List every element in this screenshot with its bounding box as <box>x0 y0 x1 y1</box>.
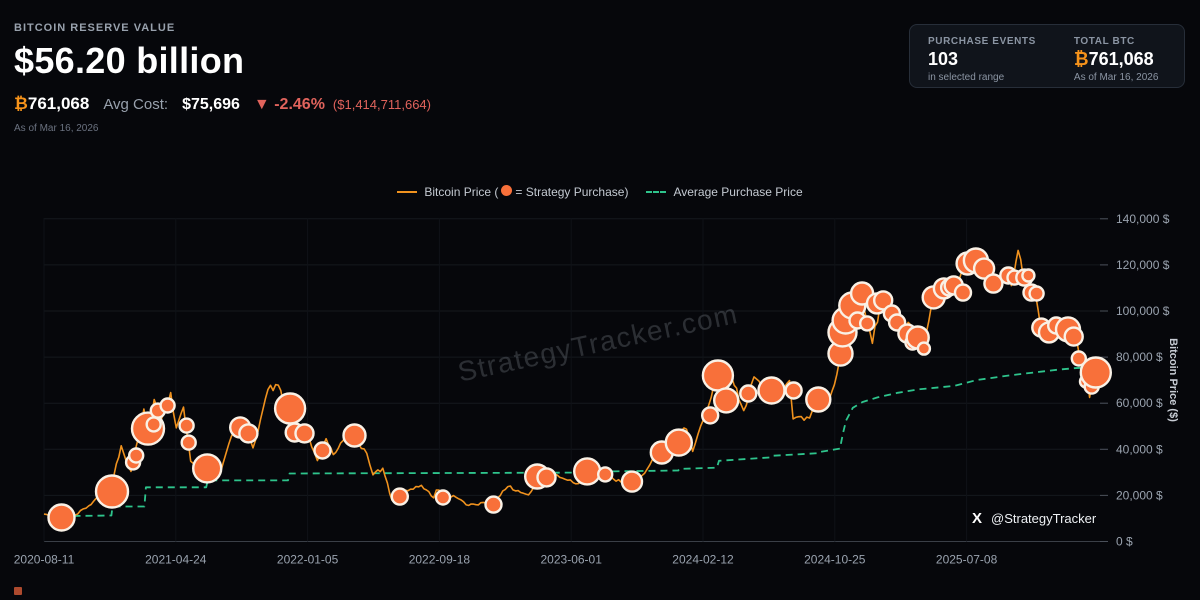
purchase-bubble[interactable] <box>1063 326 1084 347</box>
purchase-bubble[interactable] <box>238 423 259 444</box>
down-arrow-icon: ▼ <box>253 96 270 113</box>
purchase-bubble[interactable] <box>1021 268 1036 283</box>
avg-cost-label: Avg Cost: <box>103 96 169 113</box>
y-tick-label: 0 $ <box>1116 535 1133 549</box>
total-btc-stat: TOTAL BTC ₿761,068 As of Mar 16, 2026 <box>1073 36 1159 83</box>
purchase-bubble[interactable] <box>664 428 693 457</box>
purchase-bubble[interactable] <box>313 441 332 460</box>
purchase-events-sub: in selected range <box>928 72 1005 83</box>
x-handle: @StrategyTracker <box>991 511 1097 526</box>
x-tick-label: 2025-07-08 <box>936 553 998 567</box>
chart-legend: Bitcoin Price (= Strategy Purchase) Aver… <box>0 185 1200 199</box>
btc-symbol-icon: ₿ <box>1073 49 1089 69</box>
header: BITCOIN RESERVE VALUE $56.20 billion ₿76… <box>14 22 431 134</box>
change-pct-value: -2.46% <box>274 96 325 113</box>
purchase-bubble[interactable] <box>805 386 832 413</box>
purchase-bubble[interactable] <box>983 273 1004 294</box>
purchase-bubble[interactable] <box>47 503 76 532</box>
favicon-dot <box>14 587 22 595</box>
total-btc-label: TOTAL BTC <box>1073 36 1135 47</box>
avg-line-swatch-icon <box>646 191 667 193</box>
purchase-bubble[interactable] <box>739 384 758 403</box>
purchase-bubble[interactable] <box>1028 285 1045 302</box>
purchase-bubble[interactable] <box>1070 350 1088 367</box>
purchase-bubble[interactable] <box>342 423 367 448</box>
purchase-dot-icon <box>501 185 513 196</box>
total-btc-number: 761,068 <box>1088 49 1154 69</box>
purchase-events-label: PURCHASE EVENTS <box>928 36 1036 47</box>
total-btc-holdings: ₿761,068 <box>14 94 89 114</box>
reserve-value-label: BITCOIN RESERVE VALUE <box>14 22 176 34</box>
purchase-bubble[interactable] <box>180 434 197 451</box>
purchase-bubble[interactable] <box>597 466 614 483</box>
purchase-bubble[interactable] <box>784 381 803 400</box>
x-attribution[interactable]: X @StrategyTracker <box>972 510 1096 527</box>
y-tick-label: 20,000 $ <box>1116 488 1163 502</box>
x-tick-label: 2023-06-01 <box>541 553 603 567</box>
purchase-bubble[interactable] <box>536 467 557 488</box>
stats-panel: PURCHASE EVENTS 103 in selected range TO… <box>909 24 1185 88</box>
y-tick-label: 60,000 $ <box>1116 396 1163 410</box>
as-of-date: As of Mar 16, 2026 <box>14 123 99 134</box>
x-tick-label: 2022-01-05 <box>277 553 339 567</box>
purchase-bubble[interactable] <box>294 423 315 444</box>
purchase-bubble[interactable] <box>94 474 130 509</box>
purchase-bubble[interactable] <box>191 453 223 484</box>
purchase-bubble[interactable] <box>145 416 162 433</box>
legend-item-bitcoin-price[interactable]: Bitcoin Price (= Strategy Purchase) <box>397 185 628 199</box>
purchase-bubble[interactable] <box>1079 356 1113 389</box>
purchase-bubble[interactable] <box>972 257 996 280</box>
purchase-bubble[interactable] <box>953 283 973 302</box>
price-line-swatch-icon <box>397 191 418 193</box>
purchase-events-stat: PURCHASE EVENTS 103 in selected range <box>928 36 1036 83</box>
x-tick-label: 2021-04-24 <box>145 553 207 567</box>
y-tick-label: 120,000 $ <box>1116 258 1170 272</box>
purchase-bubble[interactable] <box>127 447 145 464</box>
purchase-bubble[interactable] <box>573 457 602 486</box>
y-tick-label: 100,000 $ <box>1116 304 1170 318</box>
legend-avg-text: Average Purchase Price <box>673 185 803 199</box>
purchase-bubble[interactable] <box>273 392 307 425</box>
x-tick-label: 2024-10-25 <box>804 553 866 567</box>
purchase-bubble[interactable] <box>159 397 176 414</box>
change-absolute: ($1,414,711,664) <box>332 97 431 112</box>
x-tick-label: 2024-02-12 <box>672 553 734 567</box>
purchase-bubble[interactable] <box>916 341 932 356</box>
purchase-bubble[interactable] <box>757 376 786 405</box>
x-tick-label: 2022-09-18 <box>409 553 471 567</box>
total-btc-value: ₿761,068 <box>1074 49 1159 70</box>
purchase-bubble[interactable] <box>434 489 452 506</box>
purchase-bubble[interactable] <box>713 387 740 414</box>
avg-cost-value: $75,696 <box>182 96 240 113</box>
x-tick-label: 2020-08-11 <box>14 553 75 567</box>
change-percent: ▼ -2.46% <box>254 96 325 114</box>
legend-item-average-price[interactable]: Average Purchase Price <box>646 185 803 199</box>
y-tick-label: 140,000 $ <box>1116 212 1170 226</box>
purchase-bubble[interactable] <box>859 315 876 332</box>
purchase-bubble[interactable] <box>701 406 720 425</box>
x-logo-icon: X <box>972 510 983 527</box>
purchase-bubble[interactable] <box>873 290 894 311</box>
purchase-bubble[interactable] <box>701 359 735 392</box>
purchase-events-value: 103 <box>928 49 959 69</box>
purchase-bubble[interactable] <box>484 495 503 514</box>
purchase-bubble[interactable] <box>620 470 644 493</box>
y-axis-title: Bitcoin Price ($) <box>1167 338 1179 422</box>
y-tick-label: 80,000 $ <box>1116 350 1163 364</box>
purchase-bubble[interactable] <box>390 487 409 506</box>
purchase-bubble[interactable] <box>178 417 195 434</box>
header-stats-row: ₿761,068 Avg Cost: $75,696 ▼ -2.46% ($1,… <box>14 94 431 114</box>
y-tick-label: 40,000 $ <box>1116 442 1163 456</box>
btc-amount: 761,068 <box>27 94 90 113</box>
btc-symbol-icon: ₿ <box>14 94 28 113</box>
legend-price-text: Bitcoin Price (= Strategy Purchase) <box>424 185 629 199</box>
reserve-value: $56.20 billion <box>14 40 245 81</box>
total-btc-sub: As of Mar 16, 2026 <box>1073 72 1159 83</box>
avg-price-line <box>61 366 1096 517</box>
